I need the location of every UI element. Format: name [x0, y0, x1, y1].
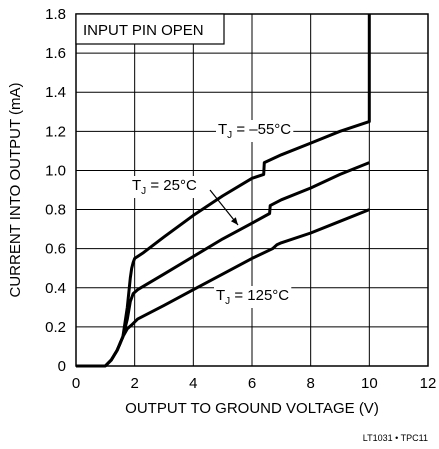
- y-tick-label: 0.8: [45, 202, 66, 219]
- y-tick-label: 1.6: [45, 45, 66, 62]
- series-line-minus55: [76, 14, 371, 368]
- y-tick-label: 1.0: [45, 162, 66, 179]
- y-tick-label: 1.4: [45, 84, 66, 101]
- x-tick-label: 0: [72, 375, 80, 392]
- series-line-125: [104, 208, 370, 368]
- y-tick-label: 0.6: [45, 241, 66, 258]
- x-tick-label: 10: [361, 375, 378, 392]
- y-tick-label: 0: [58, 358, 66, 375]
- series-25-leader-arrow: [209, 189, 239, 226]
- series-group: [76, 14, 371, 368]
- x-tick-label: 12: [420, 375, 437, 392]
- y-tick-label: 1.8: [45, 6, 66, 23]
- leader-arrowhead: [230, 217, 238, 225]
- figure-footer: LT1031 • TPC11: [363, 433, 428, 443]
- y-axis-label: CURRENT INTO OUTPUT (mA): [7, 82, 24, 297]
- x-tick-label: 2: [130, 375, 138, 392]
- label-background: [214, 286, 292, 308]
- series-label-25: TJ = 25°C: [132, 177, 197, 197]
- annotation-box: [75, 13, 225, 45]
- x-tick-label: 6: [248, 375, 256, 392]
- annotation-box-text: INPUT PIN OPEN: [83, 22, 204, 39]
- series-label-125: TJ = 125°C: [216, 287, 289, 307]
- x-tick-label: 8: [306, 375, 314, 392]
- tick-labels: 0 2 4 6 8 10 12 0 0.2 0.4 0.6 0.8 1.0 1.2 1.4 1.6 1.8: [45, 6, 436, 392]
- y-tick-label: 1.2: [45, 123, 66, 140]
- series-label-minus55: TJ = –55°C: [218, 121, 291, 141]
- x-axis-label: OUTPUT TO GROUND VOLTAGE (V): [125, 400, 379, 417]
- y-tick-label: 0.2: [45, 319, 66, 336]
- y-tick-label: 0.4: [45, 280, 66, 297]
- plot-frame: [75, 13, 429, 367]
- label-background: [130, 176, 199, 198]
- leader-line: [209, 189, 239, 226]
- x-tick-label: 4: [189, 375, 197, 392]
- label-background: [216, 120, 294, 142]
